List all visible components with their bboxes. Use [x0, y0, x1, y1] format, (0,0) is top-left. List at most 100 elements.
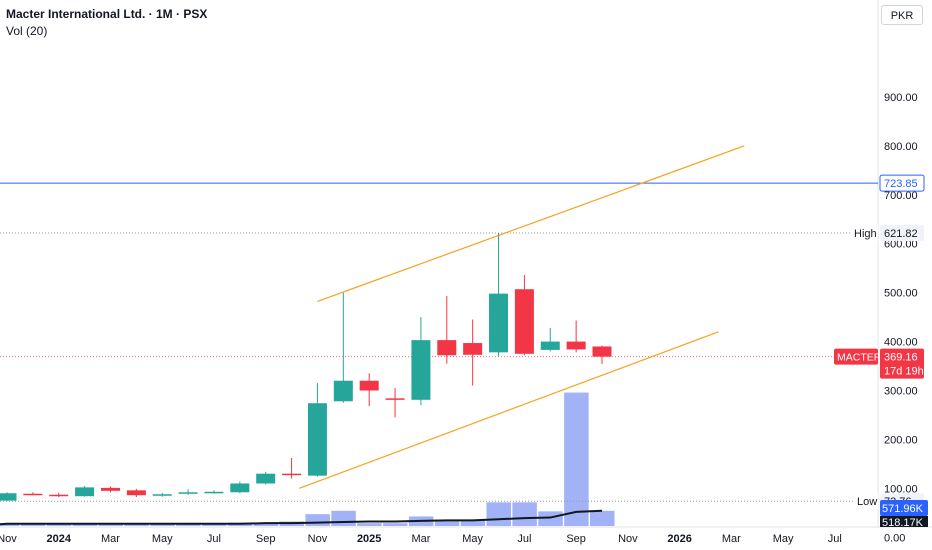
x-tick-label: May: [462, 533, 483, 545]
volume-bar: [150, 523, 175, 526]
volume-ma-tag-bg: [880, 516, 928, 527]
candle-body: [23, 493, 43, 496]
candle-up: [204, 490, 224, 494]
candle-up: [489, 233, 509, 357]
last-price-tag-bg: [880, 348, 924, 379]
candle-body: [178, 492, 198, 494]
candle-down: [49, 492, 69, 498]
x-tick-label: Sep: [256, 533, 276, 545]
x-tick-label: 2024: [46, 533, 71, 545]
candle-up: [152, 492, 172, 497]
candle-down: [359, 373, 379, 407]
x-tick-label: Mar: [411, 533, 430, 545]
x-tick-label: 2026: [667, 533, 691, 545]
candle-body: [514, 289, 534, 354]
x-tick-label: Nov: [618, 533, 638, 545]
volume-bar: [124, 523, 149, 526]
candle-up: [333, 292, 353, 403]
hline-tag-border: [879, 174, 925, 192]
volume-bar: [20, 523, 46, 526]
x-tick-label: Sep: [566, 533, 586, 545]
x-tick-label: Mar: [722, 533, 741, 545]
high-value-bg: [880, 225, 924, 242]
high-value: 621.82: [884, 228, 918, 240]
y-tick-label: 400.00: [884, 337, 918, 349]
volume-bar: [357, 523, 382, 526]
volume-bars: [0, 392, 615, 526]
candle-body: [307, 403, 327, 476]
candle-body: [230, 483, 250, 493]
candle-body: [0, 493, 17, 501]
candle-up: [178, 489, 198, 495]
candle-up: [75, 485, 95, 497]
candle-up: [411, 317, 431, 406]
candle-body: [256, 473, 276, 484]
volume-bar: [590, 510, 615, 526]
candle-down: [514, 275, 534, 356]
y-tick-label: 0.00: [884, 532, 905, 544]
volume-bar: [331, 510, 356, 526]
x-tick-label: Nov: [0, 533, 17, 545]
volume-ma-line: [0, 509, 603, 526]
candle-down: [437, 296, 457, 364]
candle-up: [307, 383, 327, 477]
y-tick-label: 300.00: [884, 386, 918, 398]
candle-body: [437, 340, 457, 356]
low-label: Low: [857, 496, 877, 508]
channel-upper-line: [317, 145, 745, 303]
x-tick-label: May: [773, 533, 794, 545]
x-tick-label: Nov: [308, 533, 328, 545]
candle-down: [126, 488, 146, 498]
candle-up: [540, 327, 560, 352]
y-tick-label: 500.00: [884, 288, 918, 300]
hline-price-tag: 723.85: [880, 175, 924, 192]
x-tick-label: Jul: [207, 533, 221, 545]
volume-tag-bg: [880, 500, 928, 516]
chart-legend: Macter International Ltd. · 1M · PSX Vol…: [6, 6, 207, 40]
candle-body: [359, 380, 379, 391]
candle-body: [282, 473, 302, 476]
currency-button[interactable]: PKR: [881, 5, 923, 25]
last-price-value: 369.16: [884, 352, 918, 364]
candle-body: [592, 346, 612, 357]
volume-bar: [176, 523, 201, 526]
candle-down: [385, 388, 405, 418]
high-label-bg: [850, 225, 878, 242]
volume-bar: [253, 522, 279, 526]
low-label-bg: [853, 493, 878, 510]
volume-bar: [564, 392, 589, 526]
candles: [0, 233, 612, 502]
candle-down: [282, 458, 302, 479]
x-tick-label: Mar: [101, 533, 120, 545]
y-tick-label: 200.00: [884, 434, 918, 446]
volume-bar: [512, 502, 537, 526]
volume-indicator-label: Vol (20): [6, 24, 48, 38]
candle-up: [0, 492, 17, 502]
volume-ma-value: 518.17K: [882, 517, 924, 529]
symbol-tag: MACTER: [837, 352, 882, 364]
volume-bar: [434, 519, 460, 526]
candle-up: [230, 481, 250, 494]
y-tick-label: 700.00: [884, 190, 918, 202]
channel-lower-line: [299, 331, 719, 489]
hline-price-tag-bg: [880, 175, 924, 192]
volume-bar: [460, 519, 486, 526]
candle-body: [333, 380, 353, 402]
candle-body: [540, 341, 560, 350]
candle-down: [592, 345, 612, 365]
x-tick-label: Jul: [828, 533, 842, 545]
hline-price-tag-text: 723.85: [884, 178, 918, 190]
candle-up: [256, 471, 276, 485]
volume-bar: [305, 514, 330, 526]
candle-body: [152, 494, 172, 496]
candle-body: [566, 341, 586, 350]
x-tick-label: 2025: [357, 533, 381, 545]
candle-down: [566, 320, 586, 353]
candle-body: [463, 343, 483, 355]
x-tick-label: Jul: [517, 533, 531, 545]
symbol-title: Macter International Ltd. · 1M · PSX: [6, 7, 208, 21]
candle-down: [23, 492, 43, 496]
x-tick-label: May: [152, 533, 173, 545]
volume-bar: [538, 511, 563, 526]
